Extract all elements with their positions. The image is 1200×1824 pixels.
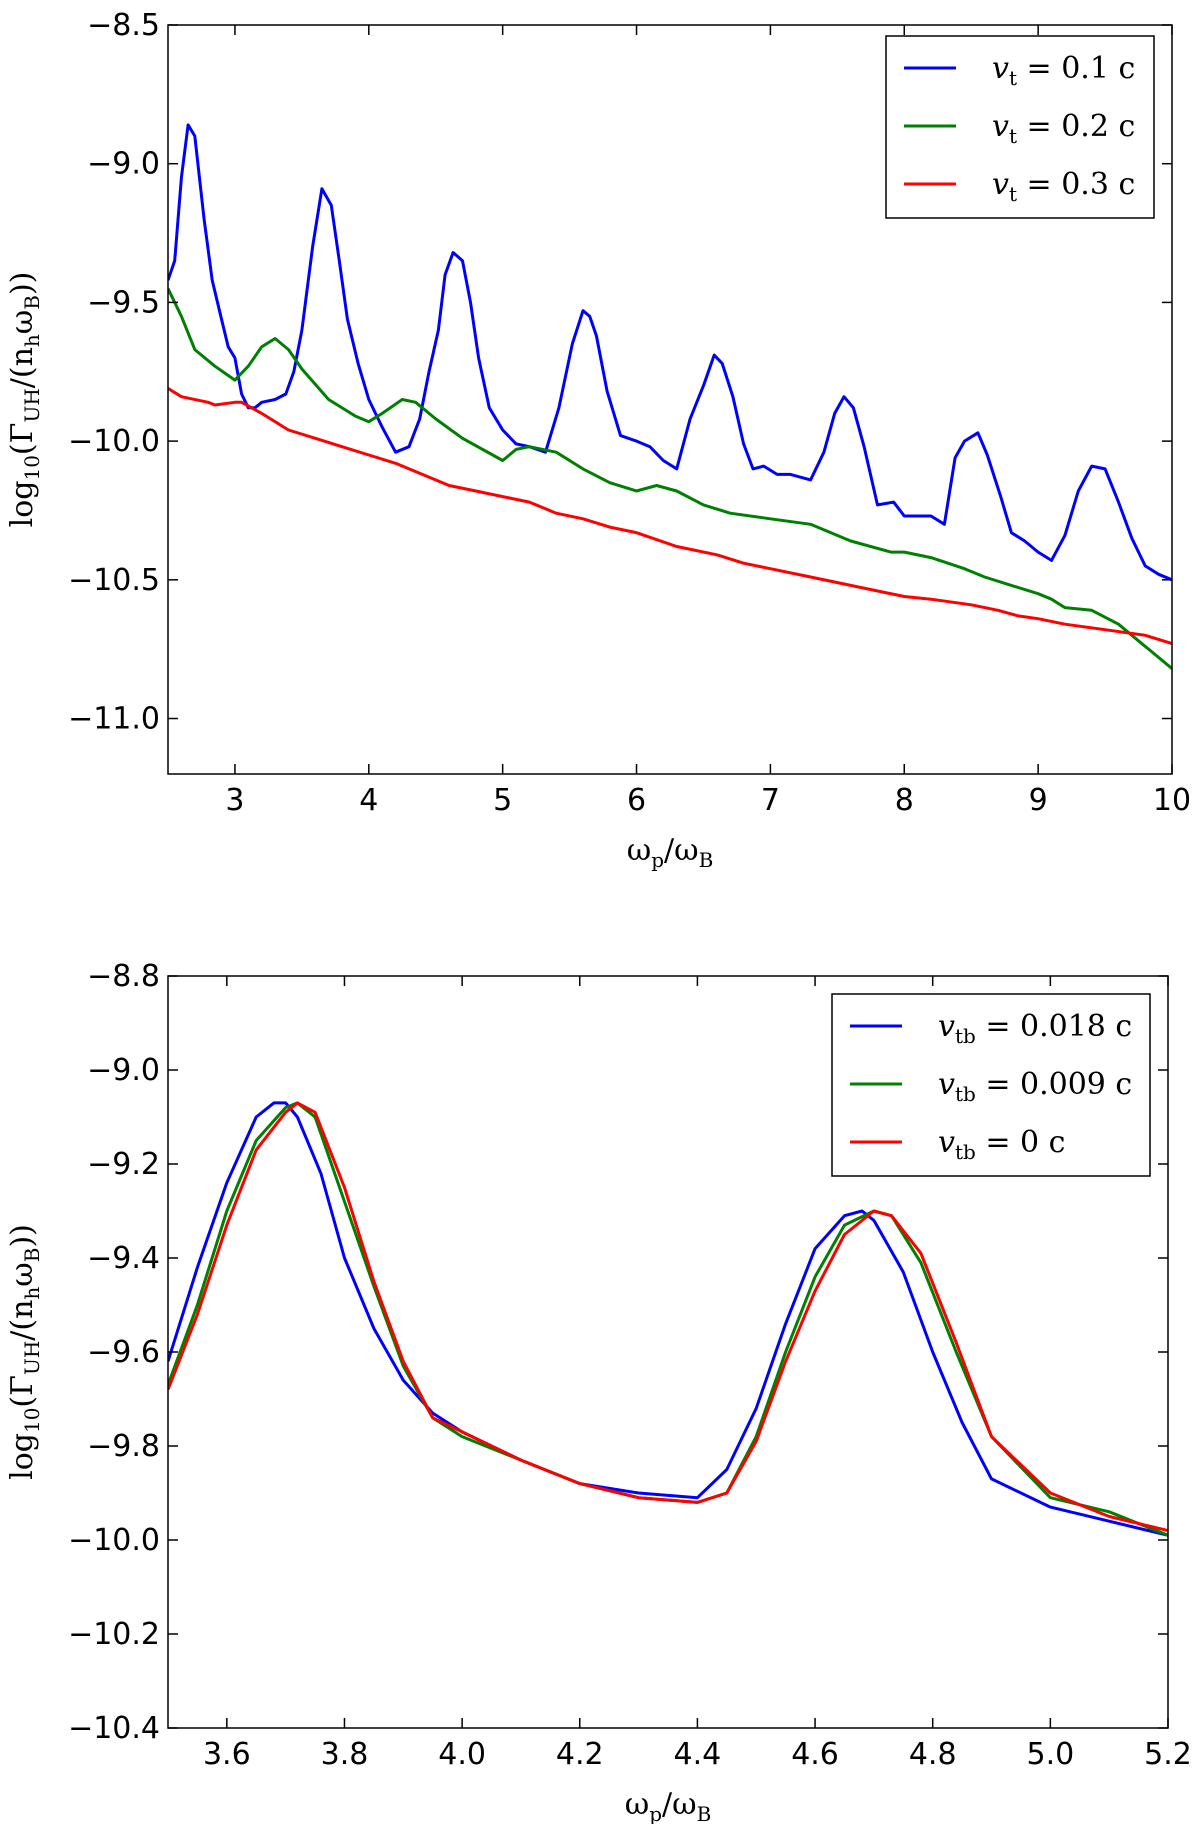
x-tick-label: 8 (895, 783, 914, 818)
y-tick-label: −8.8 (87, 959, 160, 994)
x-tick-label: 4.0 (438, 1737, 486, 1772)
y-tick-label: −10.2 (68, 1617, 160, 1652)
chart-panel-2: 3.6 3.8 4.0 4.2 4.4 4.6 4.8 5.0 5.2 −8.8 −9.0 −9.2 −… (5, 959, 1192, 1824)
series-group (168, 1101, 1168, 1537)
x-tick-label: 4.6 (791, 1737, 839, 1772)
legend-label-3: vt = 0.3 c (992, 167, 1135, 206)
y-tick-label: −10.4 (68, 1711, 160, 1746)
x-axis-label: ωp/ωB (627, 833, 714, 872)
y-tick-label: −9.0 (87, 1053, 160, 1088)
plot-frame (167, 24, 1173, 775)
x-tick-label: 3 (225, 783, 244, 818)
x-tick-label: 5.0 (1026, 1737, 1074, 1772)
x-axis-label: ωp/ωB (625, 1787, 712, 1824)
x-tick-label: 3.6 (203, 1737, 251, 1772)
y-tick-label: −10.0 (68, 424, 160, 459)
series-line-3 (168, 1101, 1168, 1533)
y-tick-label: −9.8 (87, 1429, 160, 1464)
series-group (168, 123, 1172, 670)
series-line-1 (168, 123, 1172, 582)
chart-panel-1: 3 4 5 6 7 8 9 10 −8.5 −9.0 −9.5 −10.0 −10.5 −11.0 ωp/ω… (5, 8, 1191, 872)
y-tick-label: −9.2 (87, 1147, 160, 1182)
x-tick-label: 3.8 (321, 1737, 369, 1772)
y-tick-label: −8.5 (87, 8, 160, 43)
legend-label-2: vtb = 0.009 c (938, 1067, 1132, 1106)
y-tick-label: −11.0 (68, 702, 160, 737)
x-tick-label: 4.8 (909, 1737, 957, 1772)
x-tick-label: 4 (359, 783, 378, 818)
y-tick-label: −9.0 (87, 147, 160, 182)
y-tick-label: −9.6 (87, 1335, 160, 1370)
legend-label-1: vtb = 0.018 c (938, 1009, 1132, 1048)
y-axis-label: log10(ΓUH/(nhωB)) (5, 1224, 44, 1480)
legend-label-2: vt = 0.2 c (992, 109, 1135, 148)
x-tick-label: 6 (627, 783, 646, 818)
x-tick-label: 4.2 (556, 1737, 604, 1772)
legend: vt = 0.1 c vt = 0.2 c vt = 0.3 c (885, 35, 1155, 219)
x-tick-label: 5.2 (1144, 1737, 1192, 1772)
series-line-3 (168, 387, 1172, 646)
legend-label-3: vtb = 0 c (938, 1125, 1065, 1164)
x-tick-label: 10 (1153, 783, 1191, 818)
y-tick-label: −9.4 (87, 1241, 160, 1276)
y-tick-label: −10.5 (68, 563, 160, 598)
legend-label-1: vt = 0.1 c (992, 51, 1135, 90)
y-tick-label: −9.5 (87, 285, 160, 320)
series-line-2 (168, 287, 1172, 670)
series-line-1 (168, 1101, 1168, 1537)
y-axis-label: log10(ΓUH/(nhωB)) (5, 272, 44, 528)
x-tick-label: 4.4 (674, 1737, 722, 1772)
x-tick-label: 5 (493, 783, 512, 818)
x-tick-label: 9 (1029, 783, 1048, 818)
legend: vtb = 0.018 c vtb = 0.009 c vtb = 0 c (831, 993, 1151, 1177)
y-tick-label: −10.0 (68, 1523, 160, 1558)
x-tick-label: 7 (761, 783, 780, 818)
